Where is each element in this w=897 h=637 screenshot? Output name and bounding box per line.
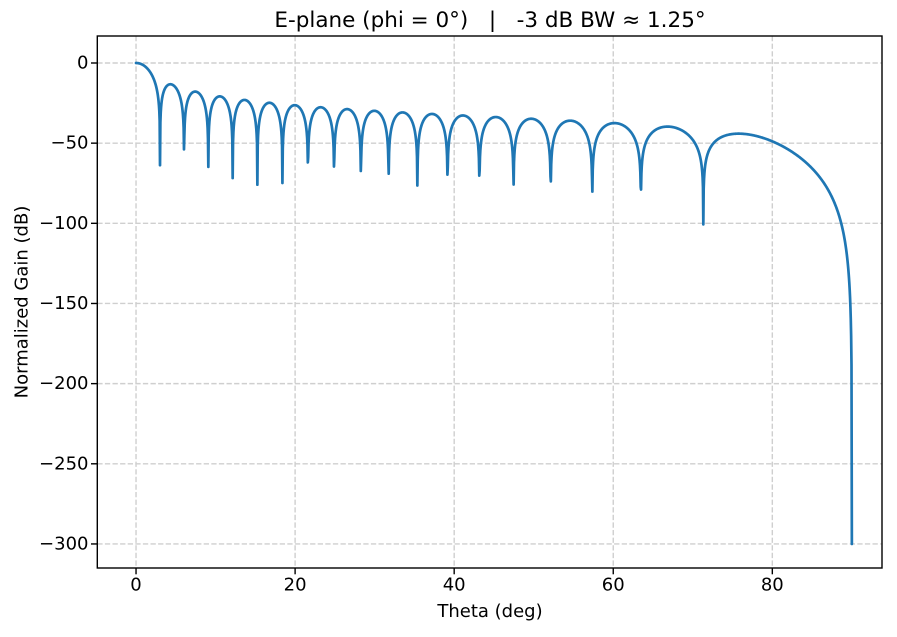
- gain-curve: [134, 61, 854, 546]
- y-tick-label: −300: [39, 533, 88, 554]
- x-tick-label: 80: [761, 575, 784, 596]
- y-tick-label: −50: [51, 133, 89, 154]
- y-tick-label: −100: [39, 213, 88, 234]
- x-axis-ticks: 0 20 40 60 80: [130, 568, 784, 596]
- y-tick-label: −250: [39, 453, 88, 474]
- y-axis-label: Normalized Gain (dB): [11, 205, 33, 399]
- y-tick-label: 0: [77, 52, 88, 73]
- chart-title: E-plane (phi = 0°) | -3 dB BW ≈ 1.25°: [274, 8, 706, 33]
- y-axis-ticks: 0 −50 −100 −150 −200 −250 −300: [39, 52, 98, 554]
- x-axis-label: Theta (deg): [437, 601, 543, 622]
- axes-spines: [96, 35, 883, 569]
- x-tick-label: 20: [284, 575, 307, 596]
- y-tick-label: −150: [39, 293, 88, 314]
- x-tick-label: 0: [130, 575, 141, 596]
- x-tick-label: 60: [602, 575, 625, 596]
- x-tick-label: 40: [443, 575, 466, 596]
- y-tick-label: −200: [39, 373, 88, 394]
